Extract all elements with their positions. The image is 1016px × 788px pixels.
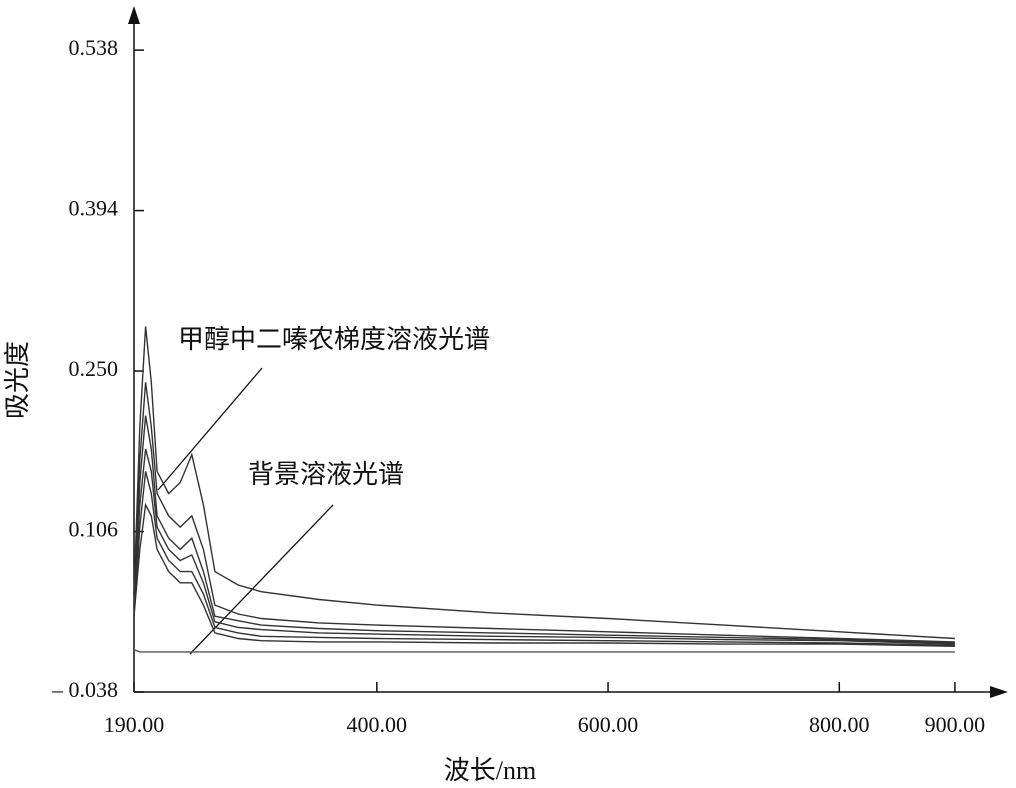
- y-tick-label: 0.106: [69, 517, 119, 542]
- x-axis-arrow: [990, 686, 1008, 698]
- leader-line: [189, 504, 334, 655]
- spectrum-line: [133, 382, 955, 643]
- y-axis-arrow: [128, 6, 140, 24]
- spectrum-line: [133, 448, 955, 645]
- x-tick-label: 800.00: [809, 712, 870, 737]
- y-tick-label: 0.394: [69, 196, 119, 221]
- x-tick-label: 400.00: [347, 712, 408, 737]
- spectrum-line: [133, 471, 955, 646]
- spectrum-line: [133, 502, 955, 647]
- y-tick-label: 0.538: [69, 35, 119, 60]
- x-tick-label: 600.00: [578, 712, 639, 737]
- annotation: 背景溶液光谱: [248, 460, 404, 489]
- x-tick-label: 900.00: [925, 712, 986, 737]
- x-tick-label: 190.00: [104, 712, 165, 737]
- spectrum-line: [133, 649, 955, 653]
- y-axis-label: 吸光度: [3, 341, 32, 419]
- spectrum-line: [133, 326, 955, 640]
- leader-line: [157, 367, 263, 491]
- spectrum-line: [133, 415, 955, 644]
- y-tick-label: 0.250: [69, 356, 119, 381]
- y-tick-label: – 0.038: [51, 677, 118, 702]
- annotation: 甲醇中二嗪农梯度溶液光谱: [178, 325, 490, 354]
- x-axis-label: 波长/nm: [444, 756, 536, 785]
